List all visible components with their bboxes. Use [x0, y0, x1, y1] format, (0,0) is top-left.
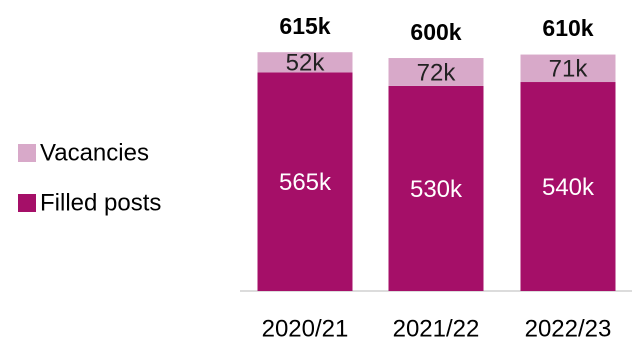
bar-segment — [520, 82, 616, 292]
total-label: 610k — [542, 15, 593, 41]
total-label: 600k — [410, 19, 461, 45]
x-tick-label: 2020/21 — [262, 315, 349, 342]
value-label: 52k — [286, 50, 326, 77]
value-label: 72k — [417, 59, 457, 86]
bar-segment — [388, 58, 484, 86]
legend-label: Filled posts — [40, 189, 161, 216]
bar-segment — [520, 54, 616, 83]
legend-swatch — [18, 194, 36, 212]
value-label: 530k — [410, 176, 463, 203]
x-tick-label: 2022/23 — [525, 315, 612, 342]
total-label: 615k — [279, 13, 330, 39]
value-label: 565k — [279, 169, 332, 196]
value-label: 71k — [549, 56, 589, 83]
value-label: 540k — [542, 174, 595, 201]
bar-segment — [257, 52, 353, 73]
x-tick-label: 2021/22 — [393, 315, 480, 342]
bar-segment — [388, 85, 484, 291]
bar-segment — [257, 72, 353, 291]
legend-swatch — [18, 144, 36, 162]
legend-label: Vacancies — [40, 139, 149, 166]
